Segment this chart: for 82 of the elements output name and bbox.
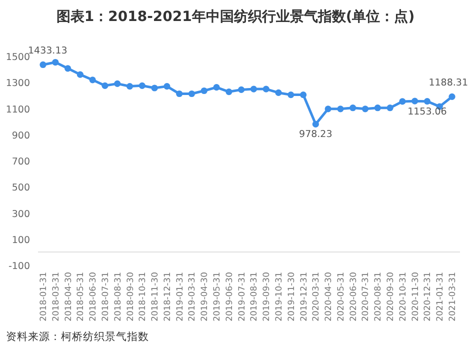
point <box>64 65 72 72</box>
data-label: 1188.31 <box>428 78 468 89</box>
x-tick-label: 2019-04-30 <box>200 272 210 322</box>
point <box>151 84 158 92</box>
text: 资料来源：柯桥纺织景气指数 <box>6 330 149 343</box>
x-tick-label: 2020-12-31 <box>423 272 434 322</box>
point <box>213 84 220 91</box>
x-tick-label: 2021-01-31 <box>436 272 446 322</box>
point <box>386 104 394 112</box>
point <box>200 87 208 94</box>
x-tick-label: 2021-03-31 <box>448 272 458 322</box>
x-tick-label: 2019-10-31 <box>274 272 284 322</box>
chart-title: 图表1：2018-2021年中国纺织行业景气指数(单位：点) <box>56 8 415 25</box>
y-tick-label: 900 <box>12 130 30 142</box>
x-tick-label: 2020-04-30 <box>324 272 334 322</box>
x-tick-label: 2020-08-31 <box>374 272 384 322</box>
point <box>362 106 369 112</box>
point <box>312 120 319 128</box>
point <box>102 82 108 89</box>
point <box>424 98 431 105</box>
x-tick-label: 2019-11-30 <box>286 272 297 322</box>
y-tick-label: 300 <box>12 208 30 220</box>
y-tick-label: 1100 <box>6 104 30 116</box>
point <box>176 90 183 98</box>
x-tick-label: 2019-08-31 <box>250 272 260 322</box>
point <box>226 88 232 96</box>
point <box>448 93 456 100</box>
point <box>337 106 344 112</box>
point <box>399 98 406 105</box>
point <box>126 83 134 90</box>
point <box>262 86 270 92</box>
y-tick-label: 700 <box>12 156 30 168</box>
x-tick-label: 2019-07-31 <box>237 272 248 322</box>
point <box>188 90 196 98</box>
x-tick-label: 2019-03-31 <box>188 272 198 322</box>
x-tick-label: 2020-10-31 <box>398 272 408 322</box>
point <box>89 76 96 84</box>
x-tick-label: 2018-05-31 <box>76 272 86 322</box>
point <box>114 80 121 87</box>
x-tick-label: 2018-03-31 <box>51 272 62 322</box>
point <box>275 89 282 96</box>
x-tick-label: 2018-06-30 <box>88 272 99 322</box>
point <box>40 61 46 68</box>
data-label: 978.23 <box>299 129 332 140</box>
x-tick-label: 2019-12-31 <box>299 272 310 322</box>
y-tick-label: -100 <box>8 261 30 272</box>
x-tick-label: 2018-07-31 <box>100 272 111 322</box>
x-tick-label: 2018-01-31 <box>39 272 49 322</box>
point <box>412 98 418 104</box>
point <box>324 106 332 112</box>
point <box>374 104 381 112</box>
x-tick-label: 2018-04-30 <box>64 272 74 322</box>
x-tick-label: 2020-06-30 <box>348 272 359 322</box>
point <box>300 91 307 98</box>
point <box>76 71 84 78</box>
x-tick-label: 2020-05-31 <box>336 272 346 322</box>
point <box>52 58 59 66</box>
x-tick-label: 2020-11-30 <box>410 272 421 322</box>
x-tick-label: 2019-01-31 <box>175 272 186 322</box>
point <box>238 86 245 93</box>
point <box>164 83 170 90</box>
y-tick-label: 500 <box>12 182 30 194</box>
x-tick-label: 2019-09-30 <box>262 272 272 322</box>
point <box>350 104 356 112</box>
y-tick-label: 100 <box>12 234 30 246</box>
x-tick-label: 2018-09-30 <box>126 272 136 322</box>
x-tick-label: 2019-06-30 <box>224 272 235 322</box>
x-tick-label: 2020-07-31 <box>361 272 372 322</box>
x-tick-label: 2020-03-31 <box>312 272 322 322</box>
x-tick-label: 2019-05-31 <box>212 272 223 322</box>
x-tick-label: 2018-11-30 <box>150 272 161 322</box>
x-tick-label: 2018-12-31 <box>162 272 173 322</box>
x-tick-label: 2018-10-31 <box>138 272 148 322</box>
point <box>288 91 294 98</box>
x-tick-label: 2018-08-31 <box>113 272 124 322</box>
point <box>250 86 257 92</box>
data-label: 1433.13 <box>28 46 68 57</box>
x-tick-label: 2020-09-30 <box>386 272 396 322</box>
y-tick-label: 1300 <box>6 78 30 90</box>
point <box>138 82 146 89</box>
y-tick-label: 1500 <box>6 52 30 63</box>
data-label: 1153.06 <box>408 106 447 118</box>
